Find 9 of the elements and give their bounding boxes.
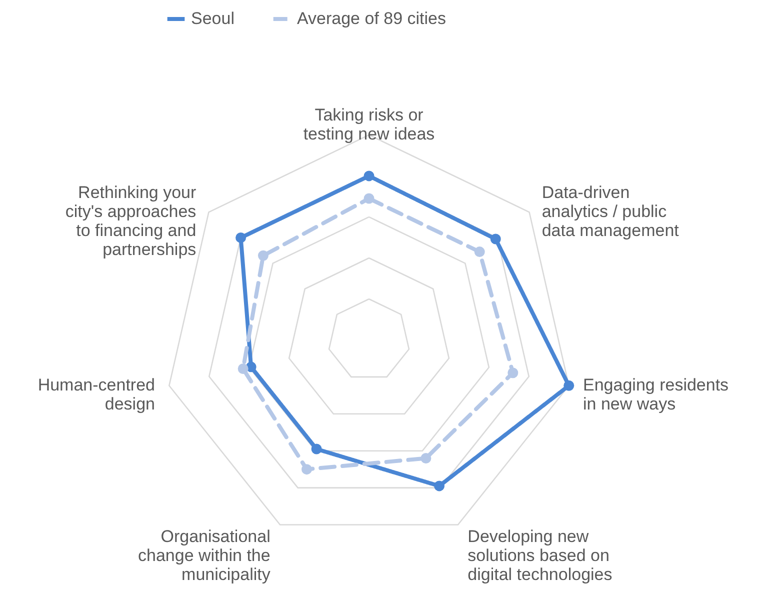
spoke-label: Developing new solutions based on digital technologies	[468, 526, 612, 584]
spoke-label: Human-centred design	[38, 376, 155, 414]
spoke-label: Rethinking your city's approaches to financing and partnerships	[65, 182, 196, 259]
spoke-label: Taking risks or testing new ideas	[303, 106, 435, 144]
spoke-label: Engaging residents in new ways	[583, 376, 729, 414]
legend-label: Seoul	[191, 9, 234, 28]
legend-label: Average of 89 cities	[297, 9, 446, 28]
spoke-label: Organisational change within the municipality	[138, 526, 271, 584]
spoke-label: Data-driven analytics / public data management	[542, 182, 680, 240]
